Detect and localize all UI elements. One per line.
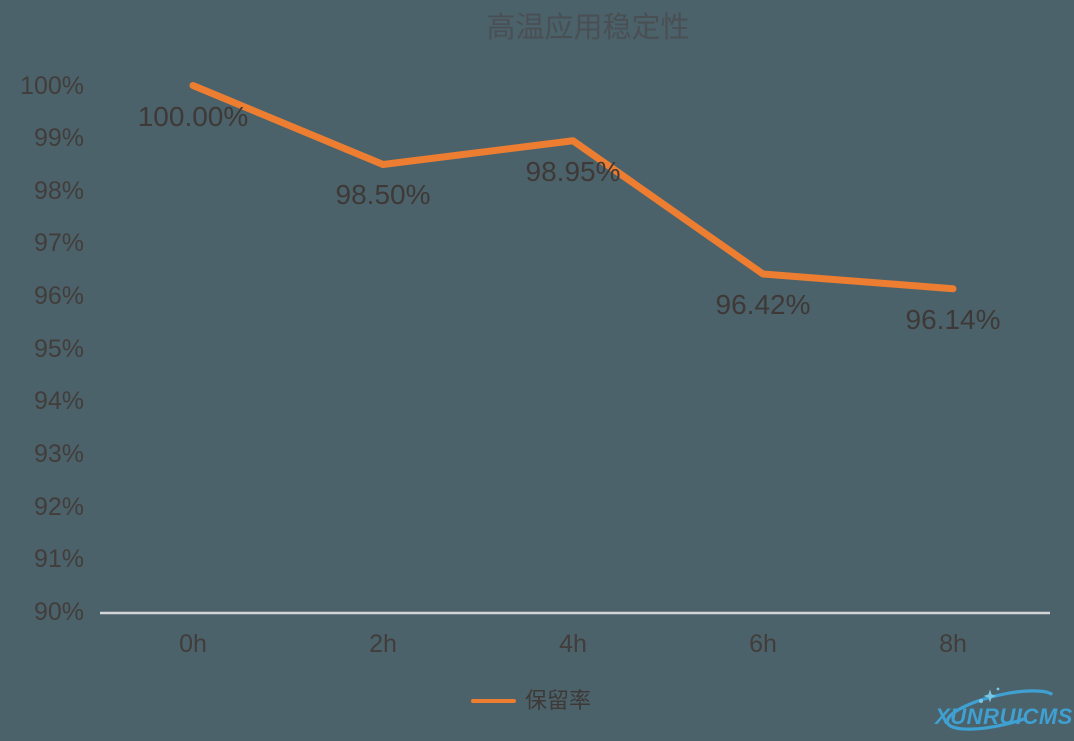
- y-axis-tick-label: 95%: [33, 334, 84, 363]
- x-axis-category-label: 8h: [939, 630, 967, 658]
- y-axis-tick-label: 99%: [33, 124, 84, 153]
- sparkle-icon: [983, 689, 997, 703]
- x-axis-category-label: 0h: [179, 630, 207, 658]
- data-point-label: 98.95%: [525, 155, 621, 187]
- watermark-logo: XUNRUICMS: [934, 687, 1073, 731]
- y-axis-tick-label: 94%: [33, 387, 84, 416]
- legend-line-marker: [470, 699, 516, 703]
- chart-title: 高温应用稳定性: [486, 12, 690, 44]
- legend: 保留率: [470, 688, 592, 714]
- sparkle-dot-icon: [979, 699, 983, 703]
- y-axis-tick-label: 91%: [33, 545, 84, 574]
- y-axis-tick-label: 93%: [33, 440, 84, 469]
- x-axis-category-label: 2h: [369, 630, 397, 658]
- x-axis-category-label: 4h: [559, 630, 587, 658]
- orbit-swoosh-icon: [945, 689, 1057, 731]
- legend-label: 保留率: [524, 688, 592, 713]
- x-axis-category-label: 6h: [749, 630, 777, 658]
- series-line-retention: [189, 82, 957, 293]
- y-axis-tick-label: 98%: [33, 176, 84, 205]
- y-axis-tick-label: 100%: [20, 71, 84, 100]
- watermark-text: XUNRUICMS: [934, 704, 1073, 729]
- data-point-label: 98.50%: [335, 179, 431, 211]
- y-axis-tick-label: 90%: [33, 598, 84, 626]
- y-axis-tick-label: 96%: [33, 282, 84, 311]
- y-axis-tick-label: 97%: [33, 229, 84, 258]
- data-point-label: 96.14%: [905, 303, 1001, 335]
- data-point-label: 96.42%: [715, 288, 811, 320]
- data-point-label: 100.00%: [137, 100, 249, 132]
- y-axis-tick-label: 92%: [33, 492, 84, 521]
- sparkle-dot-icon: [996, 687, 1000, 691]
